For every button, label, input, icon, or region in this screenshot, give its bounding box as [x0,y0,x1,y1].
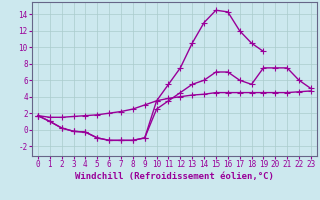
X-axis label: Windchill (Refroidissement éolien,°C): Windchill (Refroidissement éolien,°C) [75,172,274,181]
